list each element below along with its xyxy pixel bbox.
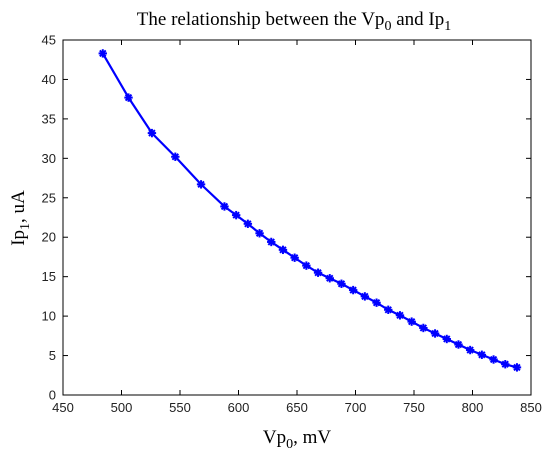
- data-point: [489, 355, 498, 364]
- x-axis: 450 500 550 600 650 700 750 800 850: [52, 40, 542, 415]
- x-tick-label: 550: [169, 400, 191, 415]
- x-tick-label: 450: [52, 400, 74, 415]
- data-point: [290, 253, 299, 262]
- y-tick-label: 35: [42, 111, 56, 126]
- data-point: [147, 128, 157, 138]
- y-tick-label: 10: [42, 309, 56, 324]
- data-point: [171, 152, 180, 161]
- data-point: [98, 49, 107, 58]
- series-markers: [98, 49, 522, 372]
- x-tick-label: 500: [111, 400, 133, 415]
- y-tick-label: 20: [42, 230, 56, 245]
- y-tick-label: 30: [42, 151, 56, 166]
- x-tick-label: 750: [403, 400, 425, 415]
- data-point: [255, 229, 264, 238]
- y-axis-label: Ip1, uA: [8, 190, 33, 246]
- data-point: [196, 180, 206, 189]
- data-point: [430, 329, 440, 338]
- data-point: [372, 298, 381, 307]
- data-point: [243, 219, 253, 229]
- y-tick-label: 15: [42, 269, 56, 284]
- y-tick-label: 40: [42, 72, 56, 87]
- data-point: [231, 210, 241, 220]
- data-point: [407, 317, 416, 326]
- series-line: [101, 52, 518, 369]
- y-tick-label: 45: [42, 33, 56, 48]
- data-point: [501, 360, 510, 369]
- x-tick-label: 700: [345, 400, 367, 415]
- data-point: [267, 237, 276, 247]
- data-point: [220, 202, 229, 211]
- y-tick-label: 0: [49, 388, 56, 403]
- data-point: [419, 323, 428, 333]
- data-point: [302, 261, 311, 270]
- data-point: [124, 93, 133, 102]
- data-point: [465, 345, 475, 355]
- x-tick-label: 800: [462, 400, 484, 415]
- y-axis: 0 5 10 15 20 25 30 35 40 45: [42, 33, 531, 403]
- x-tick-label: 650: [286, 400, 308, 415]
- data-point: [384, 305, 393, 314]
- chart-title: The relationship between the Vp0 and Ip1: [137, 9, 451, 34]
- data-point: [442, 334, 451, 344]
- x-axis-label: Vp0, mV: [263, 427, 332, 452]
- data-point: [360, 292, 370, 301]
- data-point: [348, 285, 358, 295]
- y-tick-label: 5: [49, 348, 56, 363]
- data-point: [477, 350, 487, 359]
- data-point: [454, 340, 463, 349]
- data-point: [395, 311, 405, 320]
- x-tick-label: 850: [520, 400, 542, 415]
- data-point: [337, 279, 346, 288]
- data-point: [325, 274, 334, 283]
- data-point: [278, 245, 288, 255]
- data-point: [313, 268, 323, 277]
- y-tick-label: 25: [42, 190, 56, 205]
- x-tick-label: 600: [228, 400, 250, 415]
- data-point: [512, 363, 522, 372]
